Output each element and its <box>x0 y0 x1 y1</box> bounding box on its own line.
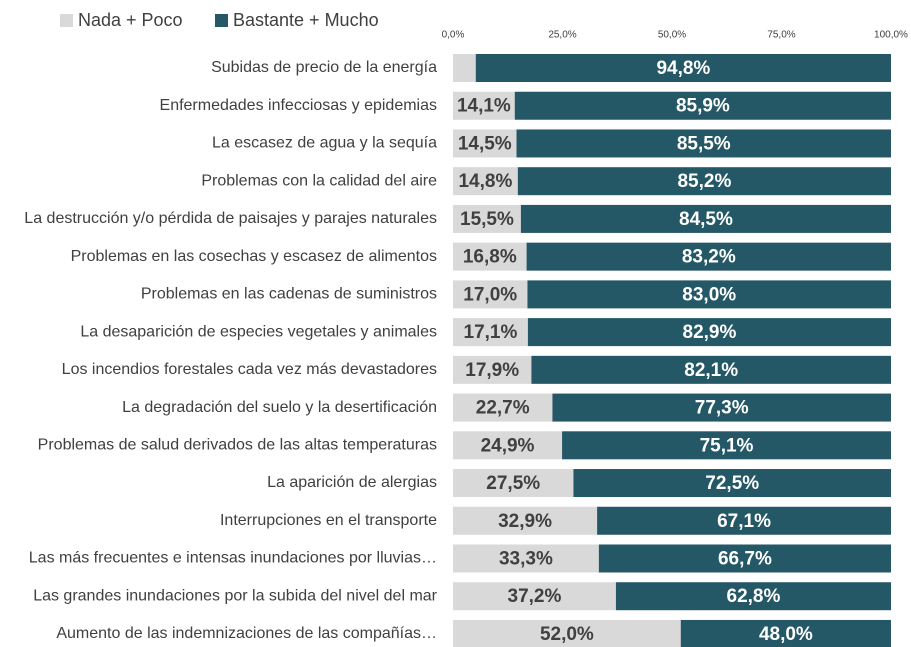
value-label: 14,5% <box>458 133 512 154</box>
category-label: Los incendios forestales cada vez más de… <box>62 361 437 378</box>
bar-segment <box>598 544 891 573</box>
bar-segment <box>516 129 891 158</box>
x-tick-label: 25,0% <box>548 30 576 41</box>
bar-segment <box>526 242 891 271</box>
value-label: 37,2% <box>508 586 562 607</box>
bar-segment <box>527 318 891 347</box>
value-label: 82,1% <box>684 360 738 381</box>
bar-segment <box>453 431 563 460</box>
value-label: 82,9% <box>683 322 737 343</box>
category-label: Aumento de las indemnizaciones de las co… <box>56 625 437 642</box>
value-label: 77,3% <box>695 398 749 419</box>
value-label: 17,0% <box>463 284 517 305</box>
category-label: Problemas en las cadenas de suministros <box>141 286 437 303</box>
bar-segment <box>552 393 891 422</box>
x-tick-label: 75,0% <box>767 30 795 41</box>
legend-label: Bastante + Mucho <box>233 10 379 30</box>
value-label: 85,5% <box>677 133 731 154</box>
bar-segment <box>680 619 891 647</box>
bar-segment <box>517 167 891 196</box>
bar-segment <box>531 355 891 384</box>
value-label: 52,0% <box>540 624 594 645</box>
x-tick-label: 50,0% <box>658 30 686 41</box>
bar-segment <box>453 544 599 573</box>
bar-segment <box>453 129 517 158</box>
value-label: 17,9% <box>465 360 519 381</box>
value-label: 14,8% <box>458 171 512 192</box>
value-label: 85,2% <box>677 171 731 192</box>
value-label: 66,7% <box>718 549 772 570</box>
category-label: Problemas en las cosechas y escasez de a… <box>71 248 437 265</box>
bar-segment <box>562 431 891 460</box>
value-label: 14,1% <box>457 96 511 117</box>
value-label: 24,9% <box>481 435 535 456</box>
category-label: Interrupciones en el transporte <box>220 512 437 529</box>
bar-segment <box>453 280 528 309</box>
bar-segment <box>573 469 891 498</box>
value-label: 67,1% <box>717 511 771 532</box>
value-label: 48,0% <box>759 624 813 645</box>
bar-segment <box>453 204 521 233</box>
bar-segment <box>527 280 891 309</box>
bar-segment <box>453 619 681 647</box>
bar-segment <box>597 506 891 535</box>
value-label: 32,9% <box>498 511 552 532</box>
value-label: 22,7% <box>476 398 530 419</box>
category-label: Las más frecuentes e intensas inundacion… <box>29 550 437 567</box>
bar-segment <box>453 167 518 196</box>
bar-segment <box>475 54 891 82</box>
value-label: 27,5% <box>486 473 540 494</box>
value-label: 84,5% <box>679 209 733 230</box>
value-label: 15,5% <box>460 209 514 230</box>
value-label: 17,1% <box>464 322 518 343</box>
category-label: Las grandes inundaciones por la subida d… <box>33 587 437 604</box>
bar-segment <box>453 469 574 498</box>
bar-segment <box>453 355 532 384</box>
category-label: Subidas de precio de la energía <box>211 59 437 76</box>
x-tick-label: 0,0% <box>442 30 465 41</box>
legend-swatch <box>60 14 73 27</box>
category-label: Enfermedades infecciosas y epidemias <box>160 97 437 114</box>
bar-segment <box>453 242 527 271</box>
category-label: La desaparición de especies vegetales y … <box>80 323 437 340</box>
category-label: La degradación del suelo y la desertific… <box>122 399 437 416</box>
value-label: 62,8% <box>727 586 781 607</box>
value-label: 83,0% <box>682 284 736 305</box>
x-tick-label: 100,0% <box>874 30 908 41</box>
value-label: 83,2% <box>682 247 736 268</box>
value-label: 33,3% <box>499 549 553 570</box>
bar-segment <box>453 318 528 347</box>
category-label: La aparición de alergias <box>267 474 437 491</box>
bar-segment <box>514 91 891 120</box>
bar-segment <box>453 393 553 422</box>
category-label: La escasez de agua y la sequía <box>212 135 437 152</box>
value-label: 85,9% <box>676 96 730 117</box>
category-label: Problemas de salud derivados de las alta… <box>38 437 437 454</box>
value-label: 72,5% <box>705 473 759 494</box>
bar-segment <box>453 506 598 535</box>
bar-segment <box>453 54 476 82</box>
legend-label: Nada + Poco <box>78 10 183 30</box>
value-label: 75,1% <box>700 435 754 456</box>
legend-swatch <box>215 14 228 27</box>
bar-segment <box>453 582 616 611</box>
value-label: 94,8% <box>656 58 710 79</box>
bar-segment <box>453 91 515 120</box>
category-label: Problemas con la calidad del aire <box>201 172 437 189</box>
bar-segment <box>615 582 891 611</box>
value-label: 16,8% <box>463 247 517 268</box>
category-label: La destrucción y/o pérdida de paisajes y… <box>24 210 437 227</box>
bar-segment <box>520 204 891 233</box>
